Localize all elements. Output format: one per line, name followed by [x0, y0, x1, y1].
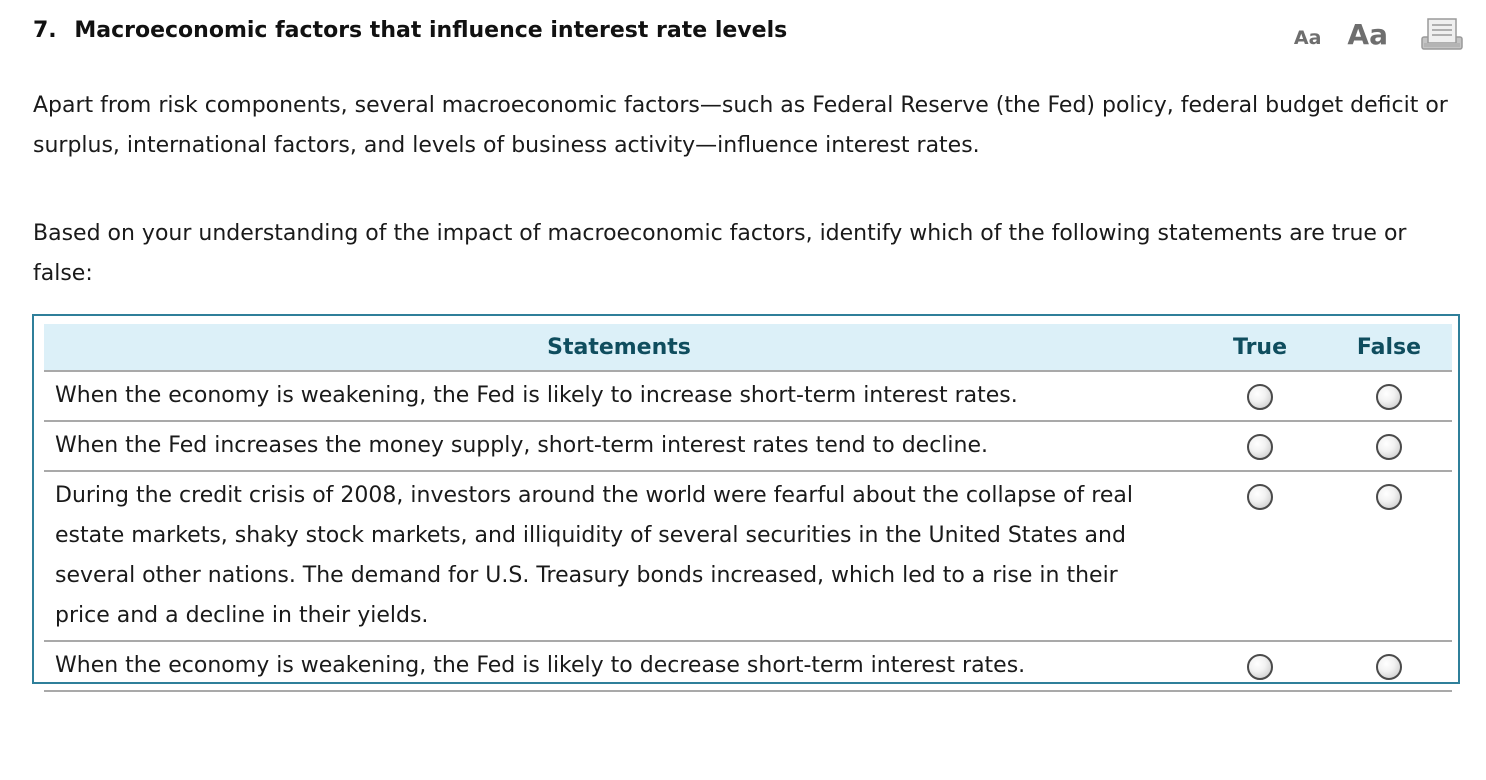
false-cell [1326, 641, 1452, 692]
true-radio-button[interactable] [1247, 434, 1273, 460]
true-radio-button[interactable] [1247, 384, 1273, 410]
true-radio-button[interactable] [1247, 654, 1273, 680]
question-header: 7. Macroeconomic factors that influence … [33, 14, 1463, 54]
true-cell [1194, 371, 1326, 422]
statement-text: During the credit crisis of 2008, invest… [44, 471, 1194, 642]
statement-text: When the Fed increases the money supply,… [44, 421, 1194, 472]
false-radio-button[interactable] [1376, 484, 1402, 510]
false-radio-button[interactable] [1376, 434, 1402, 460]
false-cell [1326, 471, 1452, 642]
statement-text: When the economy is weakening, the Fed i… [44, 371, 1194, 422]
false-column-header: False [1326, 324, 1452, 372]
question-title: 7. Macroeconomic factors that influence … [33, 18, 787, 43]
question-title-text: Macroeconomic factors that influence int… [74, 18, 788, 43]
statements-table-container: Statements True False When the economy i… [32, 314, 1460, 692]
statements-column-header: Statements [44, 324, 1194, 372]
print-button[interactable] [1421, 17, 1463, 51]
table-row: When the Fed increases the money supply,… [44, 421, 1452, 472]
small-text-button[interactable]: Aa [1293, 27, 1322, 49]
large-text-button[interactable]: Aa [1347, 17, 1388, 51]
false-cell [1326, 371, 1452, 422]
text-size-toolbar: Aa Aa [1294, 14, 1463, 54]
instructions-paragraph: Based on your understanding of the impac… [33, 221, 1407, 286]
true-radio-button[interactable] [1247, 484, 1273, 510]
table-row: When the economy is weakening, the Fed i… [44, 641, 1452, 692]
false-cell [1326, 421, 1452, 472]
print-icon [1421, 18, 1463, 50]
statements-table: Statements True False When the economy i… [44, 324, 1452, 692]
question-number: 7. [33, 18, 57, 43]
true-cell [1194, 421, 1326, 472]
statement-text: When the economy is weakening, the Fed i… [44, 641, 1194, 692]
table-header-row: Statements True False [44, 324, 1452, 372]
table-row: When the economy is weakening, the Fed i… [44, 371, 1452, 422]
true-cell [1194, 471, 1326, 642]
true-cell [1194, 641, 1326, 692]
table-row: During the credit crisis of 2008, invest… [44, 471, 1452, 642]
false-radio-button[interactable] [1376, 384, 1402, 410]
intro-paragraph: Apart from risk components, several macr… [33, 93, 1448, 158]
true-column-header: True [1194, 324, 1326, 372]
false-radio-button[interactable] [1376, 654, 1402, 680]
